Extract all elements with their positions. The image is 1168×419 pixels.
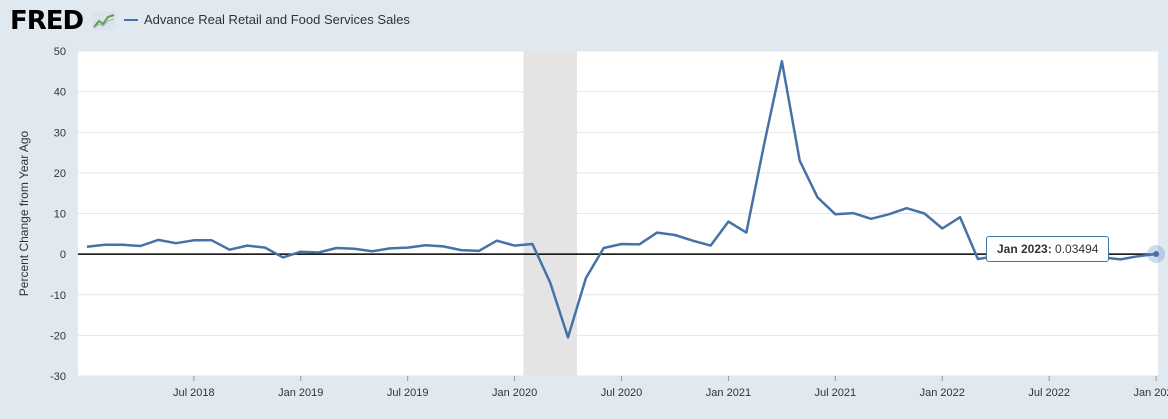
x-tick-label: Jan 2019: [278, 387, 323, 399]
x-tick-label: Jan 2023: [1133, 387, 1168, 399]
tooltip-date: Jan 2023:: [997, 242, 1052, 256]
x-tick-label: Jan 2022: [920, 387, 965, 399]
chart-panel: 50 40 30 20 10 0 -10 -20 -30 Percent Change from …: [0, 44, 1168, 414]
x-tick-label: Jul 2020: [601, 387, 643, 399]
y-tick-label: 10: [54, 209, 66, 221]
x-tick-label: Jan 2021: [706, 387, 751, 399]
y-tick-label: 0: [60, 249, 66, 261]
y-tick-label: 30: [54, 127, 66, 139]
highlight-point: [1153, 250, 1160, 257]
tooltip-value: 0.03494: [1055, 242, 1099, 256]
chart-header: FRED Advance Real Retail and Food Servic…: [0, 0, 1168, 44]
x-tick-label: Jul 2018: [173, 387, 215, 399]
y-tick-label: -30: [50, 371, 66, 383]
chart-line-icon: [92, 12, 116, 30]
y-axis-label: Percent Change from Year Ago: [17, 130, 31, 296]
legend-swatch: [124, 18, 138, 21]
y-tick-label: 40: [54, 87, 66, 99]
y-tick-label: 20: [54, 168, 66, 180]
series-line: [86, 59, 1157, 339]
x-tick-label: Jul 2019: [387, 387, 429, 399]
x-tick-label: Jan 2020: [492, 387, 537, 399]
legend-label: Advance Real Retail and Food Services Sa…: [144, 12, 410, 27]
y-tick-label: -10: [50, 290, 66, 302]
x-tick-label: Jul 2021: [815, 387, 857, 399]
line-chart[interactable]: 50 40 30 20 10 0 -10 -20 -30 Percent Change from …: [0, 44, 1168, 414]
x-tick-label: Jul 2022: [1028, 387, 1070, 399]
series-legend[interactable]: Advance Real Retail and Food Services Sa…: [124, 12, 410, 27]
fred-logo[interactable]: FRED: [10, 6, 84, 36]
value-tooltip: Jan 2023: 0.03494: [986, 236, 1110, 262]
y-tick-label: 50: [54, 46, 66, 58]
y-tick-label: -20: [50, 330, 66, 342]
